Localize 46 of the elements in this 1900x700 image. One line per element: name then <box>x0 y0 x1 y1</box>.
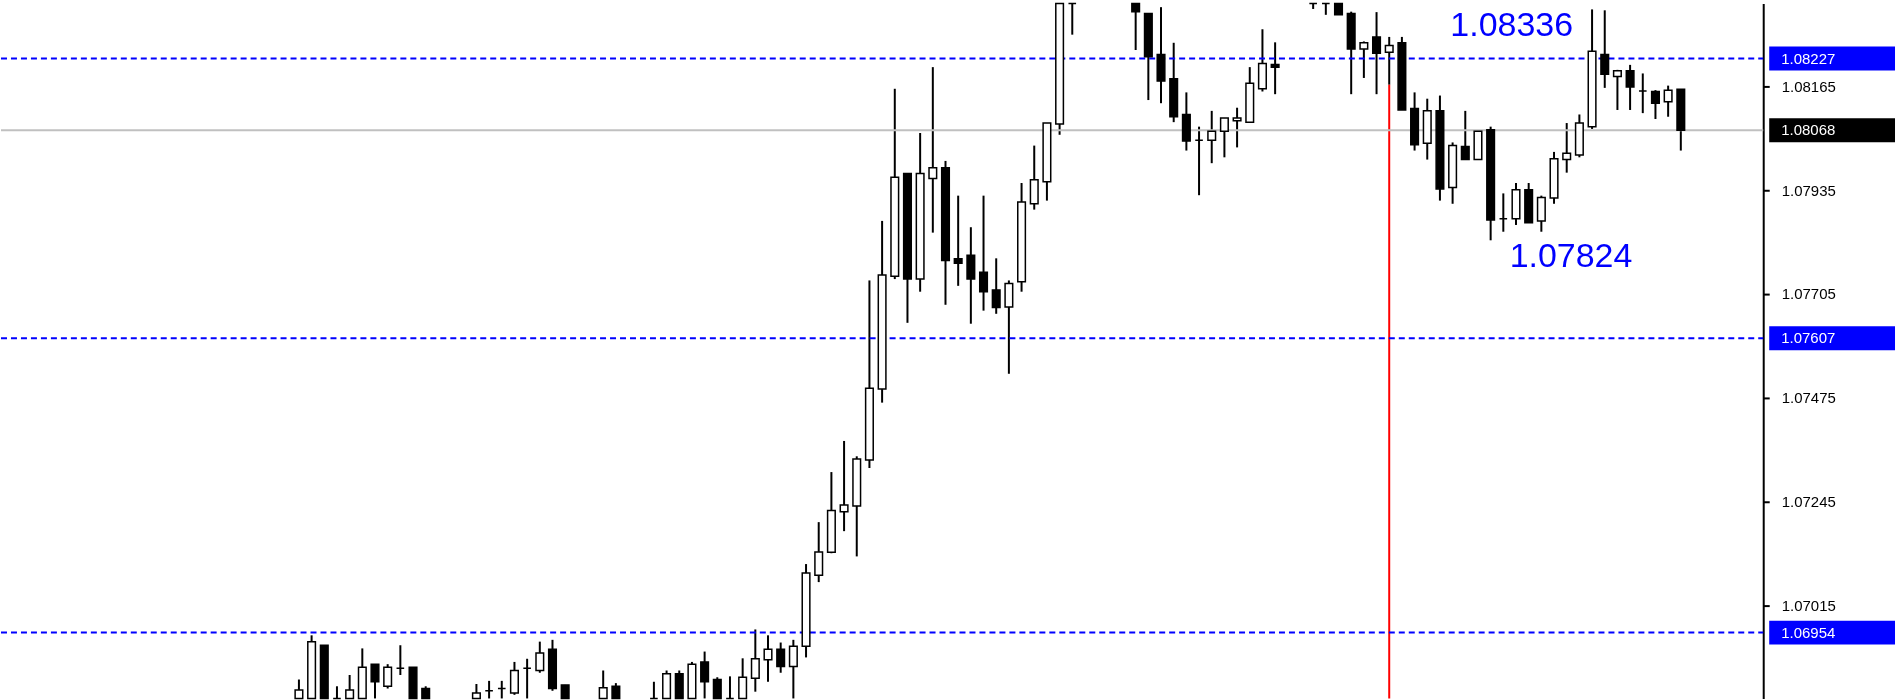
candlestick <box>991 257 1001 315</box>
candlestick <box>383 663 393 690</box>
candlestick <box>700 650 710 700</box>
y-tick-label: 1.07935 <box>1781 181 1836 199</box>
candlestick <box>1536 194 1546 233</box>
candlestick <box>1219 117 1229 159</box>
candlestick <box>1600 9 1610 89</box>
candlestick <box>1663 84 1673 118</box>
candlestick <box>370 663 380 700</box>
candlestick <box>1270 41 1280 96</box>
candlestick <box>1625 63 1635 111</box>
candlestick <box>1371 11 1382 96</box>
candlestick <box>978 194 989 312</box>
candlestick <box>1207 109 1217 165</box>
candlestick <box>966 226 976 325</box>
candlestick <box>535 640 545 674</box>
candlestick <box>750 628 760 693</box>
y-tick-label: 1.07015 <box>1781 596 1836 614</box>
y-tick-label: 1.07475 <box>1781 389 1836 407</box>
candlestick <box>814 521 824 584</box>
candlestick <box>712 676 722 700</box>
ref-line-label: 1.06954 <box>1781 623 1836 641</box>
candlestick <box>1460 109 1470 161</box>
annotation: 1.08336 <box>1450 5 1574 44</box>
y-tick-label: 1.07245 <box>1781 492 1836 510</box>
annotation: 1.07824 <box>1509 236 1633 275</box>
ref-line-label: 1.08227 <box>1781 49 1836 67</box>
candlestick <box>1131 2 1141 51</box>
candlestick <box>509 660 519 696</box>
candlestick <box>1359 40 1369 79</box>
candlestick <box>1232 106 1242 149</box>
candlestick <box>1004 279 1014 375</box>
y-tick-label: 1.08165 <box>1781 78 1836 96</box>
candlestick <box>776 641 786 674</box>
y-tick-label: 1.07705 <box>1781 285 1836 303</box>
candlestick <box>839 439 849 533</box>
candlestick <box>1612 68 1622 111</box>
candlestick <box>1650 89 1661 120</box>
candlestick <box>763 634 773 683</box>
candlestick <box>1562 122 1572 174</box>
ref-line-label: 1.07607 <box>1781 329 1836 347</box>
candlestick <box>953 194 963 287</box>
candlestick <box>1029 144 1039 211</box>
ref-line-label: 1.08068 <box>1781 121 1836 139</box>
candlestick <box>928 66 938 234</box>
candlestick <box>1384 35 1394 86</box>
